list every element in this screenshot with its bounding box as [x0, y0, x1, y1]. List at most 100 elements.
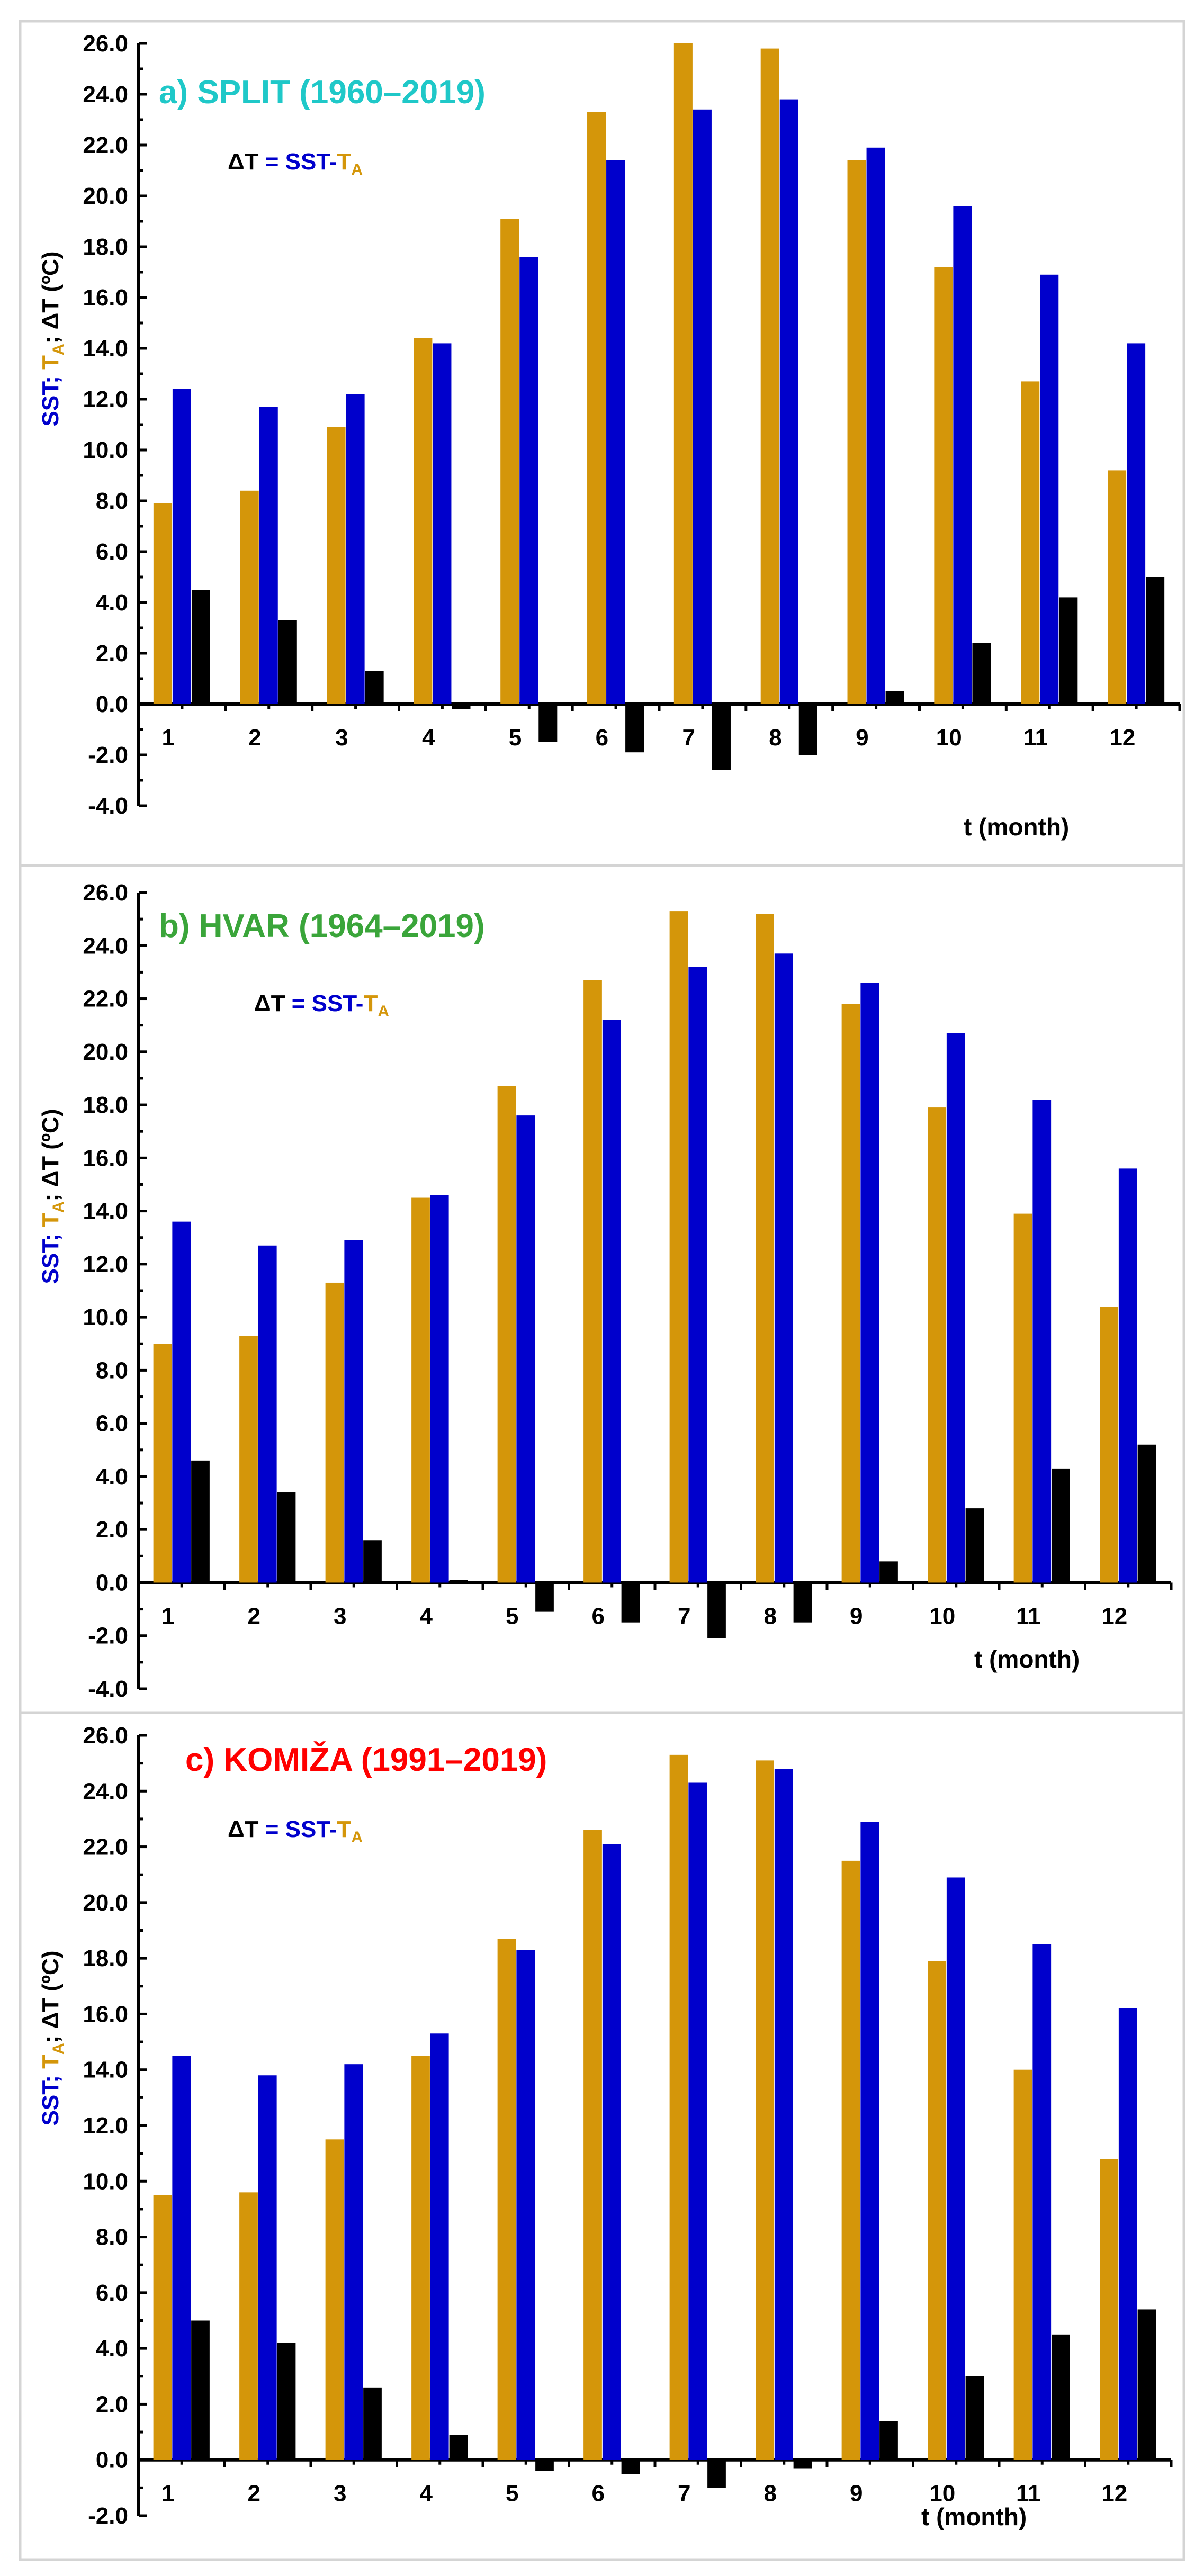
- y-tick-label: 10.0: [83, 437, 128, 463]
- y-axis-label: SST; TA; ΔT (ºC): [38, 1951, 67, 2126]
- y-tick-label: 2.0: [96, 2391, 128, 2417]
- y-tick-label: 12.0: [83, 386, 128, 412]
- sst-bar-3: [344, 1240, 363, 1583]
- x-tick-label: 11: [1016, 2481, 1041, 2507]
- sst-bar-2: [258, 1245, 277, 1583]
- sst-bar-10: [946, 1877, 965, 2460]
- dt-bar-4: [449, 2435, 468, 2460]
- ta-bar-2: [239, 2192, 258, 2460]
- chart-panel-3: 26.024.022.020.018.016.014.012.010.08.06…: [19, 1711, 1185, 2561]
- sst-bar-10: [946, 1033, 965, 1583]
- dt-bar-5: [535, 1582, 554, 1612]
- formula-legend: ΔT = SST-TA: [228, 149, 363, 178]
- formula-eq: = SST-: [259, 149, 337, 175]
- ta-bar-11: [1013, 2069, 1032, 2460]
- ta-bar-6: [583, 980, 602, 1583]
- x-axis-label: t (month): [964, 813, 1069, 841]
- x-tick-label: 11: [1023, 725, 1048, 751]
- y-tick-label: 8.0: [96, 2224, 128, 2250]
- x-tick-label: 1: [161, 1603, 174, 1629]
- y-tick-label: 0.0: [96, 2447, 128, 2473]
- sst-bar-4: [430, 1195, 449, 1583]
- dt-bar-9: [879, 1561, 898, 1583]
- x-tick-label: 5: [509, 725, 522, 751]
- sst-bar-2: [259, 407, 278, 704]
- x-tick-label: 4: [420, 2481, 433, 2507]
- y-label-ta: T: [38, 1213, 64, 1227]
- sst-bar-10: [953, 206, 972, 704]
- y-label-ta-sub: A: [50, 344, 67, 355]
- ta-bar-3: [325, 1282, 344, 1583]
- formula-ta: T: [337, 1816, 351, 1842]
- dt-bar-6: [621, 2460, 640, 2474]
- ta-bar-7: [673, 43, 693, 704]
- x-tick-label: 6: [596, 725, 608, 751]
- y-tick-label: 24.0: [83, 1778, 128, 1804]
- y-tick-label: 18.0: [83, 234, 128, 260]
- dt-bar-6: [625, 704, 644, 753]
- sst-bar-11: [1032, 1100, 1052, 1583]
- y-tick-label: -2.0: [88, 2503, 128, 2529]
- sst-bar-9: [860, 983, 879, 1583]
- y-tick-label: 8.0: [96, 488, 128, 514]
- ta-bar-7: [669, 1754, 688, 2460]
- dt-bar-4: [452, 704, 471, 709]
- x-tick-label: 8: [769, 725, 781, 751]
- formula-eq: = SST-: [259, 1816, 337, 1842]
- ta-bar-12: [1100, 2159, 1118, 2460]
- sst-bar-12: [1118, 1168, 1137, 1583]
- ta-bar-12: [1100, 1307, 1118, 1583]
- x-tick-label: 3: [334, 1603, 346, 1629]
- y-tick-label: 8.0: [96, 1357, 128, 1383]
- ta-bar-12: [1108, 470, 1127, 704]
- x-tick-label: 9: [850, 2481, 862, 2507]
- ta-bar-6: [587, 112, 606, 705]
- y-label-ta-sub: A: [50, 2043, 67, 2055]
- dt-bar-1: [191, 2320, 210, 2460]
- sst-bar-5: [519, 257, 538, 704]
- y-tick-label: 2.0: [96, 641, 128, 666]
- ta-bar-10: [928, 1107, 946, 1583]
- x-tick-label: 12: [1101, 1603, 1127, 1629]
- ta-bar-6: [583, 1830, 602, 2460]
- y-tick-label: 10.0: [83, 1304, 128, 1330]
- y-tick-label: 24.0: [83, 933, 128, 959]
- y-tick-label: 6.0: [96, 539, 128, 565]
- y-label-dt: ; ΔT (ºC): [38, 251, 64, 344]
- sst-bar-5: [516, 1115, 535, 1583]
- dt-bar-8: [798, 704, 817, 755]
- sst-bar-7: [693, 109, 712, 704]
- ta-bar-4: [411, 1197, 430, 1583]
- sst-bar-9: [860, 1822, 879, 2460]
- ta-bar-4: [411, 2056, 430, 2460]
- y-tick-label: 20.0: [83, 1039, 128, 1065]
- dt-bar-10: [965, 2376, 984, 2460]
- y-tick-label: 2.0: [96, 1517, 128, 1543]
- y-tick-label: 20.0: [83, 183, 128, 209]
- x-axis-label: t (month): [921, 2503, 1027, 2530]
- dt-bar-8: [793, 2460, 812, 2469]
- y-tick-label: 20.0: [83, 1890, 128, 1916]
- x-tick-label: 7: [682, 725, 695, 751]
- formula-ta-sub: A: [378, 1003, 389, 1020]
- x-tick-label: 9: [850, 1603, 862, 1629]
- x-tick-label: 8: [764, 2481, 777, 2507]
- x-tick-label: 6: [592, 1603, 605, 1629]
- dt-bar-9: [885, 691, 904, 704]
- y-axis-label: SST; TA; ΔT (ºC): [38, 251, 67, 427]
- ta-bar-10: [928, 1961, 946, 2460]
- y-label-ta-sub: A: [50, 1201, 67, 1213]
- sst-bar-6: [606, 160, 625, 704]
- formula-dt: ΔT: [254, 990, 285, 1016]
- formula-ta: T: [337, 149, 351, 175]
- formula-eq: = SST-: [285, 990, 364, 1016]
- y-tick-label: 14.0: [83, 2057, 128, 2083]
- sst-bar-1: [172, 1221, 191, 1583]
- x-tick-label: 12: [1101, 2481, 1127, 2507]
- x-axis-label: t (month): [974, 1645, 1080, 1673]
- y-tick-label: 16.0: [83, 1145, 128, 1171]
- chart-panel-1: 26.024.022.020.018.016.014.012.010.08.06…: [19, 20, 1185, 867]
- ta-bar-5: [500, 219, 519, 704]
- ta-bar-8: [756, 914, 774, 1583]
- ta-bar-4: [414, 338, 433, 704]
